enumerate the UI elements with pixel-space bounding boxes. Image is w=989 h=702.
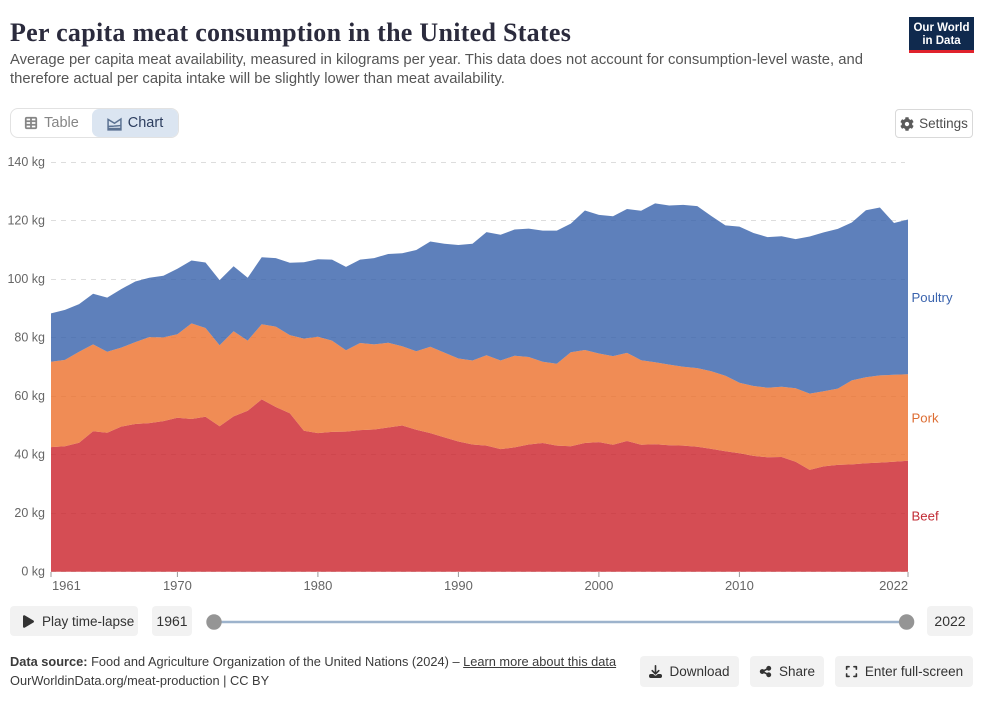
svg-text:80 kg: 80 kg <box>14 331 45 345</box>
svg-text:40 kg: 40 kg <box>14 448 45 462</box>
svg-text:100 kg: 100 kg <box>7 272 45 286</box>
svg-text:1961: 1961 <box>52 578 81 593</box>
svg-text:140 kg: 140 kg <box>7 155 45 169</box>
svg-text:Pork: Pork <box>912 410 940 425</box>
svg-text:1970: 1970 <box>163 578 192 593</box>
svg-text:2000: 2000 <box>584 578 613 593</box>
svg-text:0 kg: 0 kg <box>21 565 45 579</box>
svg-text:2010: 2010 <box>725 578 754 593</box>
svg-text:Poultry: Poultry <box>912 290 953 305</box>
svg-text:1980: 1980 <box>303 578 332 593</box>
svg-text:1990: 1990 <box>444 578 473 593</box>
svg-text:20 kg: 20 kg <box>14 506 45 520</box>
svg-text:Beef: Beef <box>912 509 939 524</box>
svg-text:120 kg: 120 kg <box>7 214 45 228</box>
svg-text:2022: 2022 <box>879 578 908 593</box>
svg-text:60 kg: 60 kg <box>14 389 45 403</box>
